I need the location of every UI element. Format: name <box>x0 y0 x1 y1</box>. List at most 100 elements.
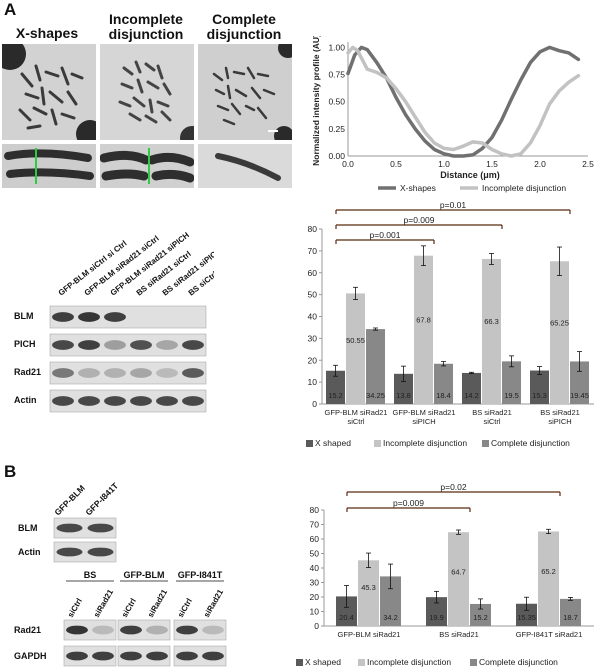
blot-b-bottom-row-1-group-0-band <box>66 651 88 661</box>
blot-a-row-2-band <box>156 368 178 378</box>
bar-chart-1-category-label: GFP-BLM siRad21 <box>325 408 388 417</box>
blot-a-row-3-band <box>130 396 152 406</box>
bar-chart-1-data-label: 15.3 <box>532 391 547 400</box>
bar-chart-2-data-label: 34.2 <box>383 613 398 622</box>
blot-b-top-lane-label: GFP-BLM <box>52 483 86 517</box>
bar-chart-1-bar <box>530 370 549 404</box>
bar-chart-2-bar <box>560 598 581 626</box>
blot-b-top-row-label: Actin <box>18 547 41 557</box>
blot-b-bottom-row-label: Rad21 <box>14 625 41 635</box>
intensity-x-tick-label: 1.0 <box>438 159 450 169</box>
blot-a-row-3-band <box>52 396 74 406</box>
intensity-series-line-1 <box>346 45 581 158</box>
intensity-x-tick-label: 0.0 <box>342 159 354 169</box>
blot-a-row-2-band <box>130 368 152 378</box>
bar-chart-1-bar <box>414 255 433 404</box>
blot-b-bottom-row-0-group-2-band <box>202 625 224 635</box>
micrograph-title-incomplete: Incomplete disjunction <box>108 11 184 42</box>
bar-chart-2-data-label: 45.3 <box>361 583 376 592</box>
blot-b-bottom-row-0-group-2-strip <box>173 619 227 641</box>
blot-a-row-0-band <box>104 312 126 322</box>
bar-chart-1-data-label: 13.8 <box>396 391 411 400</box>
blot-a-row-label: BLM <box>14 311 34 321</box>
bar-chart-2-data-label: 15.2 <box>473 613 488 622</box>
bar-chart-1-significance-label: p=0.001 <box>370 230 401 240</box>
bar-chart-2-bar <box>358 560 379 626</box>
zoom-inset-incomplete-image <box>100 144 194 188</box>
bar-chart-2-significance-label: p=0.009 <box>393 498 424 508</box>
bar-chart-2-legend-swatch <box>358 659 365 666</box>
bar-chart-2-legend-swatch <box>470 659 477 666</box>
bar-chart-1-y-tick-label: 20 <box>308 355 318 365</box>
zoom-inset-complete <box>198 144 292 188</box>
bar-chart-2-legend-label: Complete disjunction <box>479 657 558 667</box>
bar-chart-2-bar <box>380 576 401 626</box>
blot-a-row-0-strip <box>49 305 207 329</box>
bar-chart-2-y-tick-label: 50 <box>310 549 320 559</box>
blot-b-bottom-lane-label: siCtrl <box>66 597 84 619</box>
blot-a-row-3-band <box>104 396 126 406</box>
blot-a-row-1-band <box>156 340 178 350</box>
bar-chart-1-data-label: 19.5 <box>504 391 519 400</box>
bar-chart-1-data-label: 65.25 <box>550 318 569 327</box>
blot-b-bottom-lane-label: siCtrl <box>176 597 194 619</box>
bar-chart-1-legend-label: Complete disjunction <box>491 438 570 448</box>
bar-chart-1-bar <box>434 363 453 404</box>
blot-b-bottom-lane-label: siCtrl <box>120 597 138 619</box>
intensity-x-axis-label: Distance (μm) <box>440 170 500 180</box>
bar-chart-2-bar <box>448 532 469 626</box>
zoom-inset-x-shapes-image <box>2 144 96 188</box>
micrograph-incomplete <box>100 44 194 140</box>
bar-chart-a: 0 10 20 30 40 50 60 70 80 15.2 50.55 34.25 GFP-BLM s… <box>306 200 594 448</box>
micrograph-title-x-shapes: X-shapes <box>15 25 79 41</box>
blot-a-row-2-band <box>104 368 126 378</box>
bar-chart-1-bar <box>366 329 385 404</box>
bar-chart-1-y-tick-label: 40 <box>308 312 318 322</box>
blot-a-row-1-band <box>52 340 74 350</box>
bar-chart-2-bar <box>538 531 559 626</box>
intensity-x-tick-label: 2.5 <box>582 159 594 169</box>
bar-chart-1-data-label: 50.55 <box>346 336 365 345</box>
bar-chart-1-category-label: BS siRad21 <box>540 408 580 417</box>
micrograph-x-shapes <box>2 44 96 140</box>
blot-a-row-1-band <box>130 340 152 350</box>
blot-a-row-label: Actin <box>14 395 37 405</box>
bar-chart-1-data-label: 14.2 <box>464 391 479 400</box>
bar-chart-1-legend-swatch <box>374 440 381 447</box>
blot-b-bottom-row-1-group-2-band <box>202 651 224 661</box>
blot-a-row-2-strip <box>49 361 207 385</box>
bar-chart-1-bar <box>502 361 521 404</box>
blot-b-bottom-row-0-group-1-strip <box>117 619 171 641</box>
blot-b-bottom-row-1-group-2-band <box>176 651 198 661</box>
bar-chart-2-data-label: 65.2 <box>541 567 556 576</box>
bar-chart-1-data-label: 67.8 <box>416 315 431 324</box>
intensity-y-tick-label: 1.00 <box>328 42 345 52</box>
bar-chart-1-significance-label: p=0.01 <box>440 200 467 210</box>
blot-a-row-label: Rad21 <box>14 367 41 377</box>
blot-b-bottom-row-0-group-0-strip <box>63 619 117 641</box>
bar-chart-1-category-label: BS siRad21 <box>472 408 512 417</box>
bar-chart-1-bar <box>394 373 413 404</box>
blot-a-row-3-band <box>78 396 100 406</box>
bar-chart-1-bar <box>570 361 589 404</box>
bar-chart-2-y-tick-label: 30 <box>310 578 320 588</box>
intensity-series-line-0 <box>346 45 581 158</box>
bar-chart-2-y-tick-label: 40 <box>310 563 320 573</box>
blot-a-row-3-band <box>156 396 178 406</box>
blot-b-bottom-row-0-group-2-band <box>176 625 198 635</box>
bar-chart-2-y-tick-label: 60 <box>310 534 320 544</box>
blot-a-row-1-band <box>182 340 204 350</box>
blot-b-bottom-row-1-group-1-band <box>146 651 168 661</box>
blot-b-bottom-row-1-group-1-band <box>120 651 142 661</box>
bar-chart-1-category-label: GFP-BLM siRad21 <box>393 408 456 417</box>
zoom-inset-incomplete <box>100 144 194 188</box>
bar-chart-1-legend-label: X shaped <box>315 438 351 448</box>
bar-chart-1-data-label: 15.2 <box>328 391 343 400</box>
bar-chart-2-y-tick-label: 80 <box>310 505 320 515</box>
bar-chart-2-data-label: 19.9 <box>429 613 444 622</box>
bar-chart-1-category-label: siCtrl <box>347 417 364 426</box>
blot-b-top-row-0-band <box>87 523 114 533</box>
bar-chart-1-legend-label: Incomplete disjunction <box>383 438 467 448</box>
